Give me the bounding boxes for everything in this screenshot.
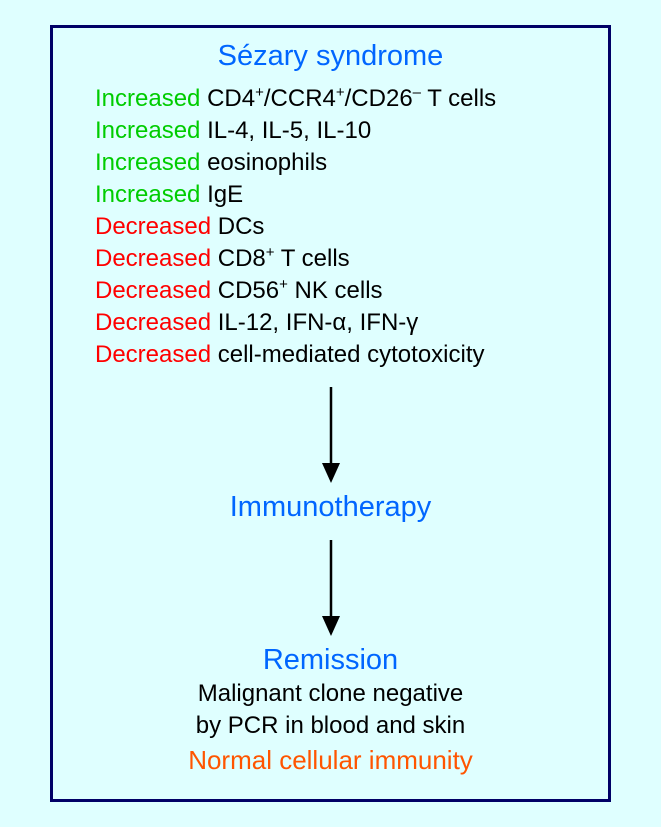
list-item-4: Decreased DCs <box>95 211 608 243</box>
diagram-frame: Sézary syndrome Increased CD4+/CCR4+/CD2… <box>50 25 611 802</box>
list-item-text: IL-4, IL-5, IL-10 <box>200 117 371 144</box>
list-item-7: Decreased IL-12, IFN-α, IFN-γ <box>95 307 608 339</box>
remission-block: Remission Malignant clone negative by PC… <box>53 644 608 776</box>
arrow-1-container <box>53 385 608 485</box>
list-item-text: DCs <box>211 213 264 240</box>
list-item-text: cell-mediated cytotoxicity <box>211 341 484 368</box>
list-item-text: IL-12, IFN-α, IFN-γ <box>211 309 418 336</box>
title-sezary: Sézary syndrome <box>53 40 608 73</box>
list-item-prefix: Decreased <box>95 245 211 272</box>
list-item-0: Increased CD4+/CCR4+/CD26– T cells <box>95 83 608 115</box>
list-item-3: Increased IgE <box>95 179 608 211</box>
list-item-1: Increased IL-4, IL-5, IL-10 <box>95 115 608 147</box>
list-item-prefix: Increased <box>95 149 200 176</box>
list-item-text: eosinophils <box>200 149 327 176</box>
list-item-prefix: Decreased <box>95 213 211 240</box>
list-item-text: IgE <box>200 181 243 208</box>
list-item-text: CD4+/CCR4+/CD26– T cells <box>200 85 496 112</box>
remission-desc-2: by PCR in blood and skin <box>53 711 608 741</box>
arrow-2-container <box>53 538 608 638</box>
list-item-prefix: Increased <box>95 117 200 144</box>
findings-list: Increased CD4+/CCR4+/CD26– T cellsIncrea… <box>95 83 608 371</box>
remission-title: Remission <box>53 644 608 677</box>
remission-desc-1: Malignant clone negative <box>53 679 608 709</box>
list-item-5: Decreased CD8+ T cells <box>95 243 608 275</box>
remission-normal: Normal cellular immunity <box>53 745 608 776</box>
list-item-prefix: Increased <box>95 181 200 208</box>
stage-immunotherapy: Immunotherapy <box>53 491 608 524</box>
arrow-down-2 <box>317 538 345 638</box>
list-item-prefix: Decreased <box>95 341 211 368</box>
list-item-8: Decreased cell-mediated cytotoxicity <box>95 339 608 371</box>
list-item-prefix: Decreased <box>95 277 211 304</box>
list-item-prefix: Increased <box>95 85 200 112</box>
list-item-prefix: Decreased <box>95 309 211 336</box>
list-item-text: CD8+ T cells <box>211 245 350 272</box>
list-item-2: Increased eosinophils <box>95 147 608 179</box>
list-item-6: Decreased CD56+ NK cells <box>95 275 608 307</box>
list-item-text: CD56+ NK cells <box>211 277 382 304</box>
arrow-down-1 <box>317 385 345 485</box>
